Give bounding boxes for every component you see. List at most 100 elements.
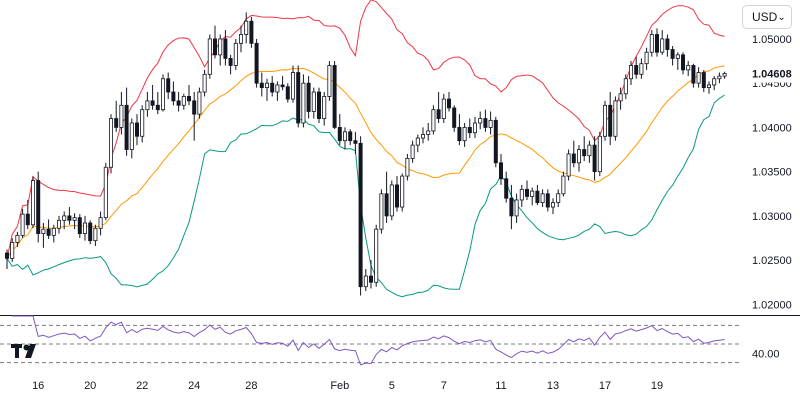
candle-body [618,93,623,102]
candle-body [498,162,503,180]
candle [342,127,347,150]
candle-body [405,157,410,177]
candle [634,56,639,79]
candle [379,189,384,234]
candle-body [280,84,285,88]
candle-body [691,65,696,84]
candle [358,136,363,296]
candle [41,222,46,248]
candle-body [561,175,566,195]
candle-body [400,175,405,208]
candle-body [394,184,399,208]
candle-body [587,144,592,157]
oscillator-pane: 40.00 [0,315,780,366]
candle [400,173,405,212]
candle [566,149,571,181]
candle [472,116,477,139]
candle-body [140,109,145,137]
candle [77,214,82,239]
currency-selector[interactable]: USD ⌄ [742,5,792,29]
candle-body [571,153,576,164]
candle [509,184,514,230]
candle [83,215,88,241]
candle-body [316,91,321,119]
candle-body [171,91,176,102]
candle-body [509,197,514,217]
candle-body [431,109,436,132]
time-tick-label: 19 [651,380,663,392]
candle [327,61,332,101]
candle [337,114,342,146]
candle [597,131,602,177]
candle-body [525,188,530,197]
candle-body [306,82,311,112]
candle-body [296,72,301,124]
candle-body [441,98,446,119]
candle-body [218,38,223,56]
candle [410,140,415,163]
candle [514,193,519,223]
candle [15,231,20,247]
candle-body [254,42,259,84]
candle-body [311,91,316,112]
candle [405,153,410,181]
candle [72,213,77,230]
candle-body [46,228,51,236]
candle-body [358,142,363,288]
candle [103,162,108,221]
candle-body [566,153,571,177]
candle [426,122,431,141]
time-tick-label: Feb [330,380,349,392]
candle [441,93,446,123]
candle-body [415,137,420,146]
candle-body [62,215,67,221]
candle [457,114,462,146]
candle-body [275,84,280,93]
candle [280,76,285,91]
price-tick-label: 1.02000 [752,299,792,311]
candle [535,184,540,206]
candle-body [10,242,15,259]
basis-line [6,65,725,259]
candle [488,111,493,135]
candle [181,93,186,110]
candle [551,198,556,215]
candle-body [420,134,425,139]
candle [571,140,576,168]
candle [275,81,280,101]
candle-body [649,34,654,53]
candle [62,211,67,230]
candle-body [670,49,675,59]
candle [525,180,530,200]
candle [613,96,618,141]
candle-body [639,63,644,75]
candle-body [202,73,207,93]
candle [478,111,483,130]
candle [420,127,425,144]
candle-body [30,180,35,226]
candle [670,46,675,66]
candle [504,171,509,203]
candle [655,28,660,57]
candle-body [452,107,457,128]
candle [545,189,550,212]
candle [98,211,103,236]
candle [639,58,644,79]
candle [493,116,498,168]
candle [228,54,233,75]
candle-body [634,65,639,75]
candle [223,30,228,66]
candle [129,118,134,159]
candle [691,63,696,88]
candle-body [629,65,634,80]
candle [285,83,290,103]
candle-body [582,149,587,157]
candle [36,171,41,243]
candle [259,72,264,97]
candle [577,145,582,172]
candle [660,30,665,55]
candle [681,52,686,75]
candle [686,61,691,77]
